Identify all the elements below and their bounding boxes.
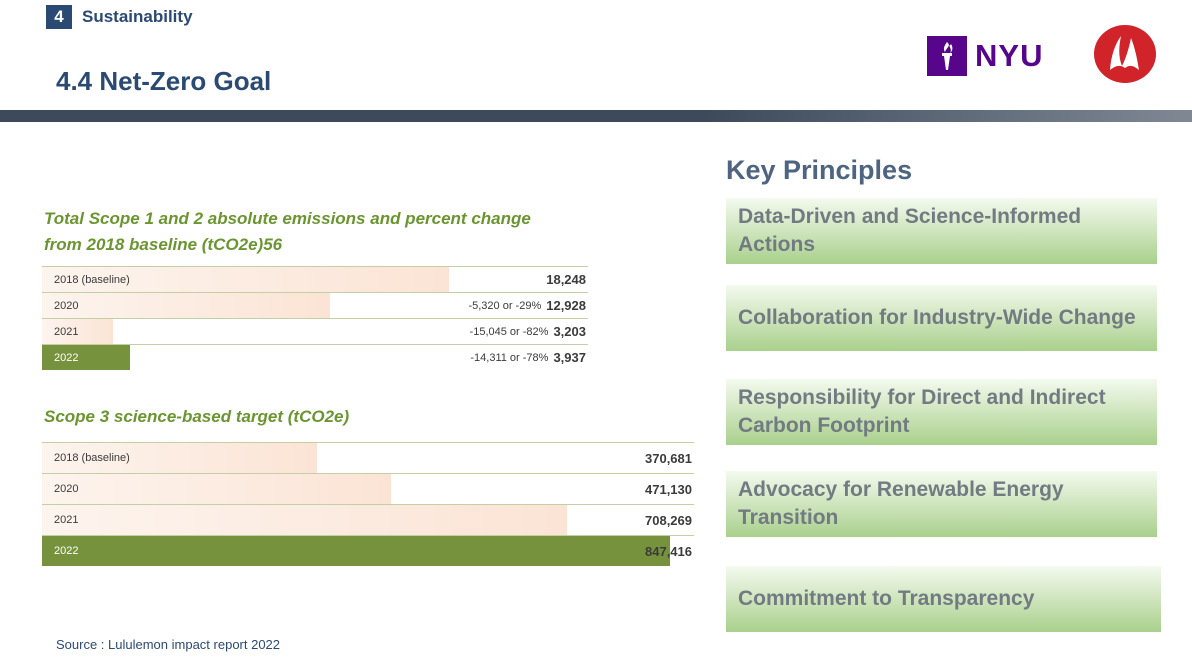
bar xyxy=(42,536,670,566)
category-label: 2021 xyxy=(54,325,79,338)
bar xyxy=(42,293,330,318)
category-label: 2020 xyxy=(54,299,79,312)
value-number: 370,681 xyxy=(645,450,692,466)
bar-row: 2018 (baseline) 18,248 xyxy=(42,266,588,292)
value-label: 18,248 xyxy=(546,267,586,292)
value-number: 847,416 xyxy=(645,543,692,559)
bar-row: 2022 847,416 xyxy=(42,535,694,566)
chart1-title: Total Scope 1 and 2 absolute emissions a… xyxy=(44,209,531,254)
value-label: -15,045 or -82% 3,203 xyxy=(470,319,586,344)
section-number-badge: 4 xyxy=(46,5,72,29)
bar xyxy=(42,345,130,370)
principle-label: Responsibility for Direct and Indirect C… xyxy=(738,386,1106,437)
bar xyxy=(42,505,567,535)
bar-row: 2022 -14,311 or -78% 3,937 xyxy=(42,344,588,370)
principle-label: Advocacy for Renewable Energy Transition xyxy=(738,478,1064,529)
change-label: -5,320 or -29% xyxy=(468,299,542,312)
value-label: -5,320 or -29% 12,928 xyxy=(468,293,586,318)
header-divider xyxy=(0,110,1192,122)
value-number: 471,130 xyxy=(645,481,692,497)
principle-data-driven: Data-Driven and Science-Informed Actions xyxy=(726,198,1157,264)
bar xyxy=(42,443,317,473)
value-label: 847,416 xyxy=(645,536,692,566)
value-label: -14,311 or -78% 3,937 xyxy=(470,345,586,370)
value-number: 18,248 xyxy=(546,272,586,287)
category-label: 2020 xyxy=(54,483,79,495)
key-principles-heading: Key Principles xyxy=(726,155,913,185)
value-label: 370,681 xyxy=(645,443,692,473)
section-title: Sustainability xyxy=(82,7,193,26)
change-label: -15,045 or -82% xyxy=(469,325,549,338)
value-number: 12,928 xyxy=(546,298,586,313)
value-number: 708,269 xyxy=(645,512,692,528)
page-title: 4.4 Net-Zero Goal xyxy=(56,66,272,96)
value-label: 708,269 xyxy=(645,505,692,535)
bar-row: 2020 471,130 xyxy=(42,473,694,504)
chart2-title: Scope 3 science-based target (tCO2e) xyxy=(44,407,350,426)
bar-row: 2020 -5,320 or -29% 12,928 xyxy=(42,292,588,318)
nyu-torch-icon xyxy=(927,36,967,76)
lululemon-logo-icon xyxy=(1093,24,1157,84)
category-label: 2018 (baseline) xyxy=(54,452,130,464)
principle-responsibility: Responsibility for Direct and Indirect C… xyxy=(726,379,1157,445)
value-number: 3,937 xyxy=(553,350,586,365)
category-label: 2018 (baseline) xyxy=(54,273,130,286)
category-label: 2022 xyxy=(54,351,79,364)
principle-label: Collaboration for Industry-Wide Change xyxy=(738,306,1136,329)
principle-advocacy: Advocacy for Renewable Energy Transition xyxy=(726,471,1157,537)
value-number: 3,203 xyxy=(553,324,586,339)
bar-row: 2021 -15,045 or -82% 3,203 xyxy=(42,318,588,344)
nyu-logo: NYU xyxy=(927,36,1043,76)
category-label: 2022 xyxy=(54,545,79,557)
scope12-emissions-chart: 2018 (baseline) 18,248 2020 -5,320 or -29% 1… xyxy=(42,266,588,370)
principle-label: Commitment to Transparency xyxy=(738,587,1035,610)
bar xyxy=(42,267,449,292)
bar-row: 2018 (baseline) 370,681 xyxy=(42,442,694,473)
bar-row: 2021 708,269 xyxy=(42,504,694,535)
change-label: -14,311 or -78% xyxy=(470,351,549,364)
value-label: 471,130 xyxy=(645,474,692,504)
bar xyxy=(42,474,391,504)
principle-transparency: Commitment to Transparency xyxy=(726,566,1161,632)
source-note: Source : Lululemon impact report 2022 xyxy=(56,637,281,652)
principle-collaboration: Collaboration for Industry-Wide Change xyxy=(726,285,1157,351)
category-label: 2021 xyxy=(54,514,79,526)
scope3-target-chart: 2018 (baseline) 370,681 2020 471,130 2021 708… xyxy=(42,442,694,566)
bar xyxy=(42,319,113,344)
principle-label: Data-Driven and Science-Informed Actions xyxy=(738,205,1082,256)
nyu-logo-text: NYU xyxy=(975,38,1044,73)
